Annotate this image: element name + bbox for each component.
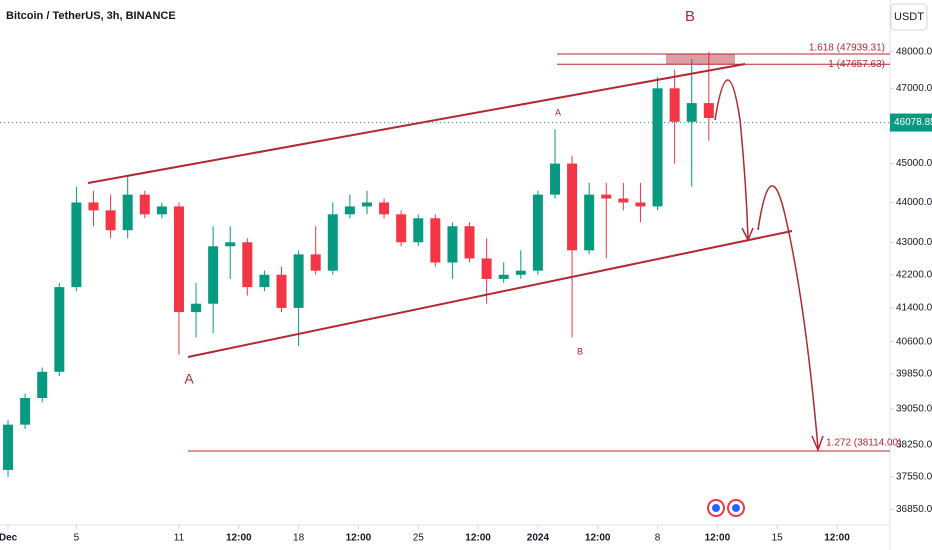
- candle-body: [276, 274, 287, 308]
- candle-body: [54, 287, 65, 372]
- candle-body: [88, 202, 99, 211]
- candle-body: [413, 218, 424, 243]
- y-tick-label: 45000.00: [896, 158, 932, 169]
- projection-arrow: [757, 185, 819, 449]
- y-tick-label: 48000.00: [896, 47, 932, 58]
- candle-body: [532, 194, 543, 271]
- candle-body: [652, 88, 663, 207]
- arrow-head: [741, 227, 754, 242]
- candle-body: [498, 274, 509, 279]
- y-tick-label: 36850.00: [896, 504, 932, 515]
- candle-body: [20, 398, 31, 425]
- candle-body: [156, 206, 167, 215]
- candle-body: [37, 371, 48, 399]
- projection-arrow: [714, 79, 749, 239]
- wave-label: B: [577, 346, 583, 356]
- x-tick-label: 12:00: [705, 533, 731, 544]
- candle-body: [71, 202, 82, 288]
- candle-body: [208, 246, 219, 304]
- candle-body: [361, 202, 372, 207]
- x-tick-label: 25: [413, 533, 425, 544]
- wave-label: A: [555, 107, 561, 117]
- candle-body: [327, 214, 338, 271]
- last-price-box: [890, 113, 932, 132]
- currency-label[interactable]: USDT: [894, 11, 924, 23]
- candle-body: [549, 163, 560, 195]
- x-tick-label: 11: [174, 533, 185, 544]
- candle-body: [686, 103, 697, 122]
- event-icon-inner: [732, 504, 740, 512]
- y-tick-label: 44000.00: [896, 197, 932, 208]
- candle-body: [293, 254, 304, 308]
- event-icon-inner: [712, 504, 720, 512]
- target-zone: [666, 54, 735, 65]
- candle-body: [601, 194, 612, 199]
- target-label: 1.272 (38114.00): [826, 438, 901, 449]
- channel-upper: [87, 63, 746, 184]
- arrow-head: [811, 435, 824, 453]
- y-tick-label: 43000.00: [896, 237, 932, 248]
- channel-lower: [187, 230, 793, 358]
- candle-body: [618, 198, 629, 203]
- fib-label: 1.618 (47939.31): [809, 43, 885, 54]
- candle-body: [139, 194, 150, 215]
- last-price-label: 46078.85: [894, 117, 932, 128]
- x-tick-label: 12:00: [585, 533, 611, 544]
- candle-body: [379, 202, 390, 215]
- candle-body: [635, 202, 646, 207]
- candle-body: [703, 103, 714, 119]
- candle-body: [447, 226, 458, 263]
- y-tick-label: 42200.00: [896, 269, 932, 280]
- candle-body: [310, 254, 321, 271]
- candle-body: [242, 242, 253, 288]
- candle-body: [173, 206, 184, 313]
- candle-body: [259, 274, 270, 288]
- x-tick-label: 5: [74, 533, 80, 544]
- x-tick-label: 18: [293, 533, 305, 544]
- x-tick-label: 12:00: [465, 533, 491, 544]
- candle-body: [584, 194, 595, 251]
- candle-body: [344, 206, 355, 215]
- candle-body: [396, 214, 407, 243]
- wave-label: B: [685, 8, 695, 25]
- candle-body: [515, 270, 526, 275]
- y-tick-label: 40600.00: [896, 336, 932, 347]
- y-tick-label: 37550.00: [896, 471, 932, 482]
- y-tick-label: 39850.00: [896, 369, 932, 380]
- candle-body: [105, 210, 116, 231]
- x-tick-label: 12:00: [226, 533, 252, 544]
- x-tick-label: 12:00: [346, 533, 372, 544]
- x-tick-label: 2024: [527, 533, 550, 544]
- candle-body: [3, 424, 14, 470]
- x-tick-label: Dec: [0, 533, 18, 544]
- y-tick-label: 47000.00: [896, 83, 932, 94]
- y-tick-label: 39050.00: [896, 404, 932, 415]
- candle-body: [669, 88, 680, 122]
- wave-label: A: [184, 371, 194, 387]
- currency-button[interactable]: [890, 3, 928, 31]
- chart-title: Bitcoin / TetherUS, 3h, BINANCE: [6, 10, 176, 22]
- x-tick-label: 8: [655, 533, 661, 544]
- x-tick-label: 15: [772, 533, 784, 544]
- y-tick-label: 41400.00: [896, 303, 932, 314]
- candle-body: [191, 303, 202, 313]
- fib-label: 1 (47657.63): [828, 59, 885, 70]
- candle-body: [567, 163, 578, 251]
- candle-body: [430, 218, 441, 263]
- x-tick-label: 12:00: [824, 533, 850, 544]
- y-tick-label: 38250.00: [896, 440, 932, 451]
- candle-body: [464, 226, 475, 259]
- candle-body: [225, 242, 236, 247]
- candle-body: [481, 258, 492, 279]
- candle-body: [122, 194, 133, 231]
